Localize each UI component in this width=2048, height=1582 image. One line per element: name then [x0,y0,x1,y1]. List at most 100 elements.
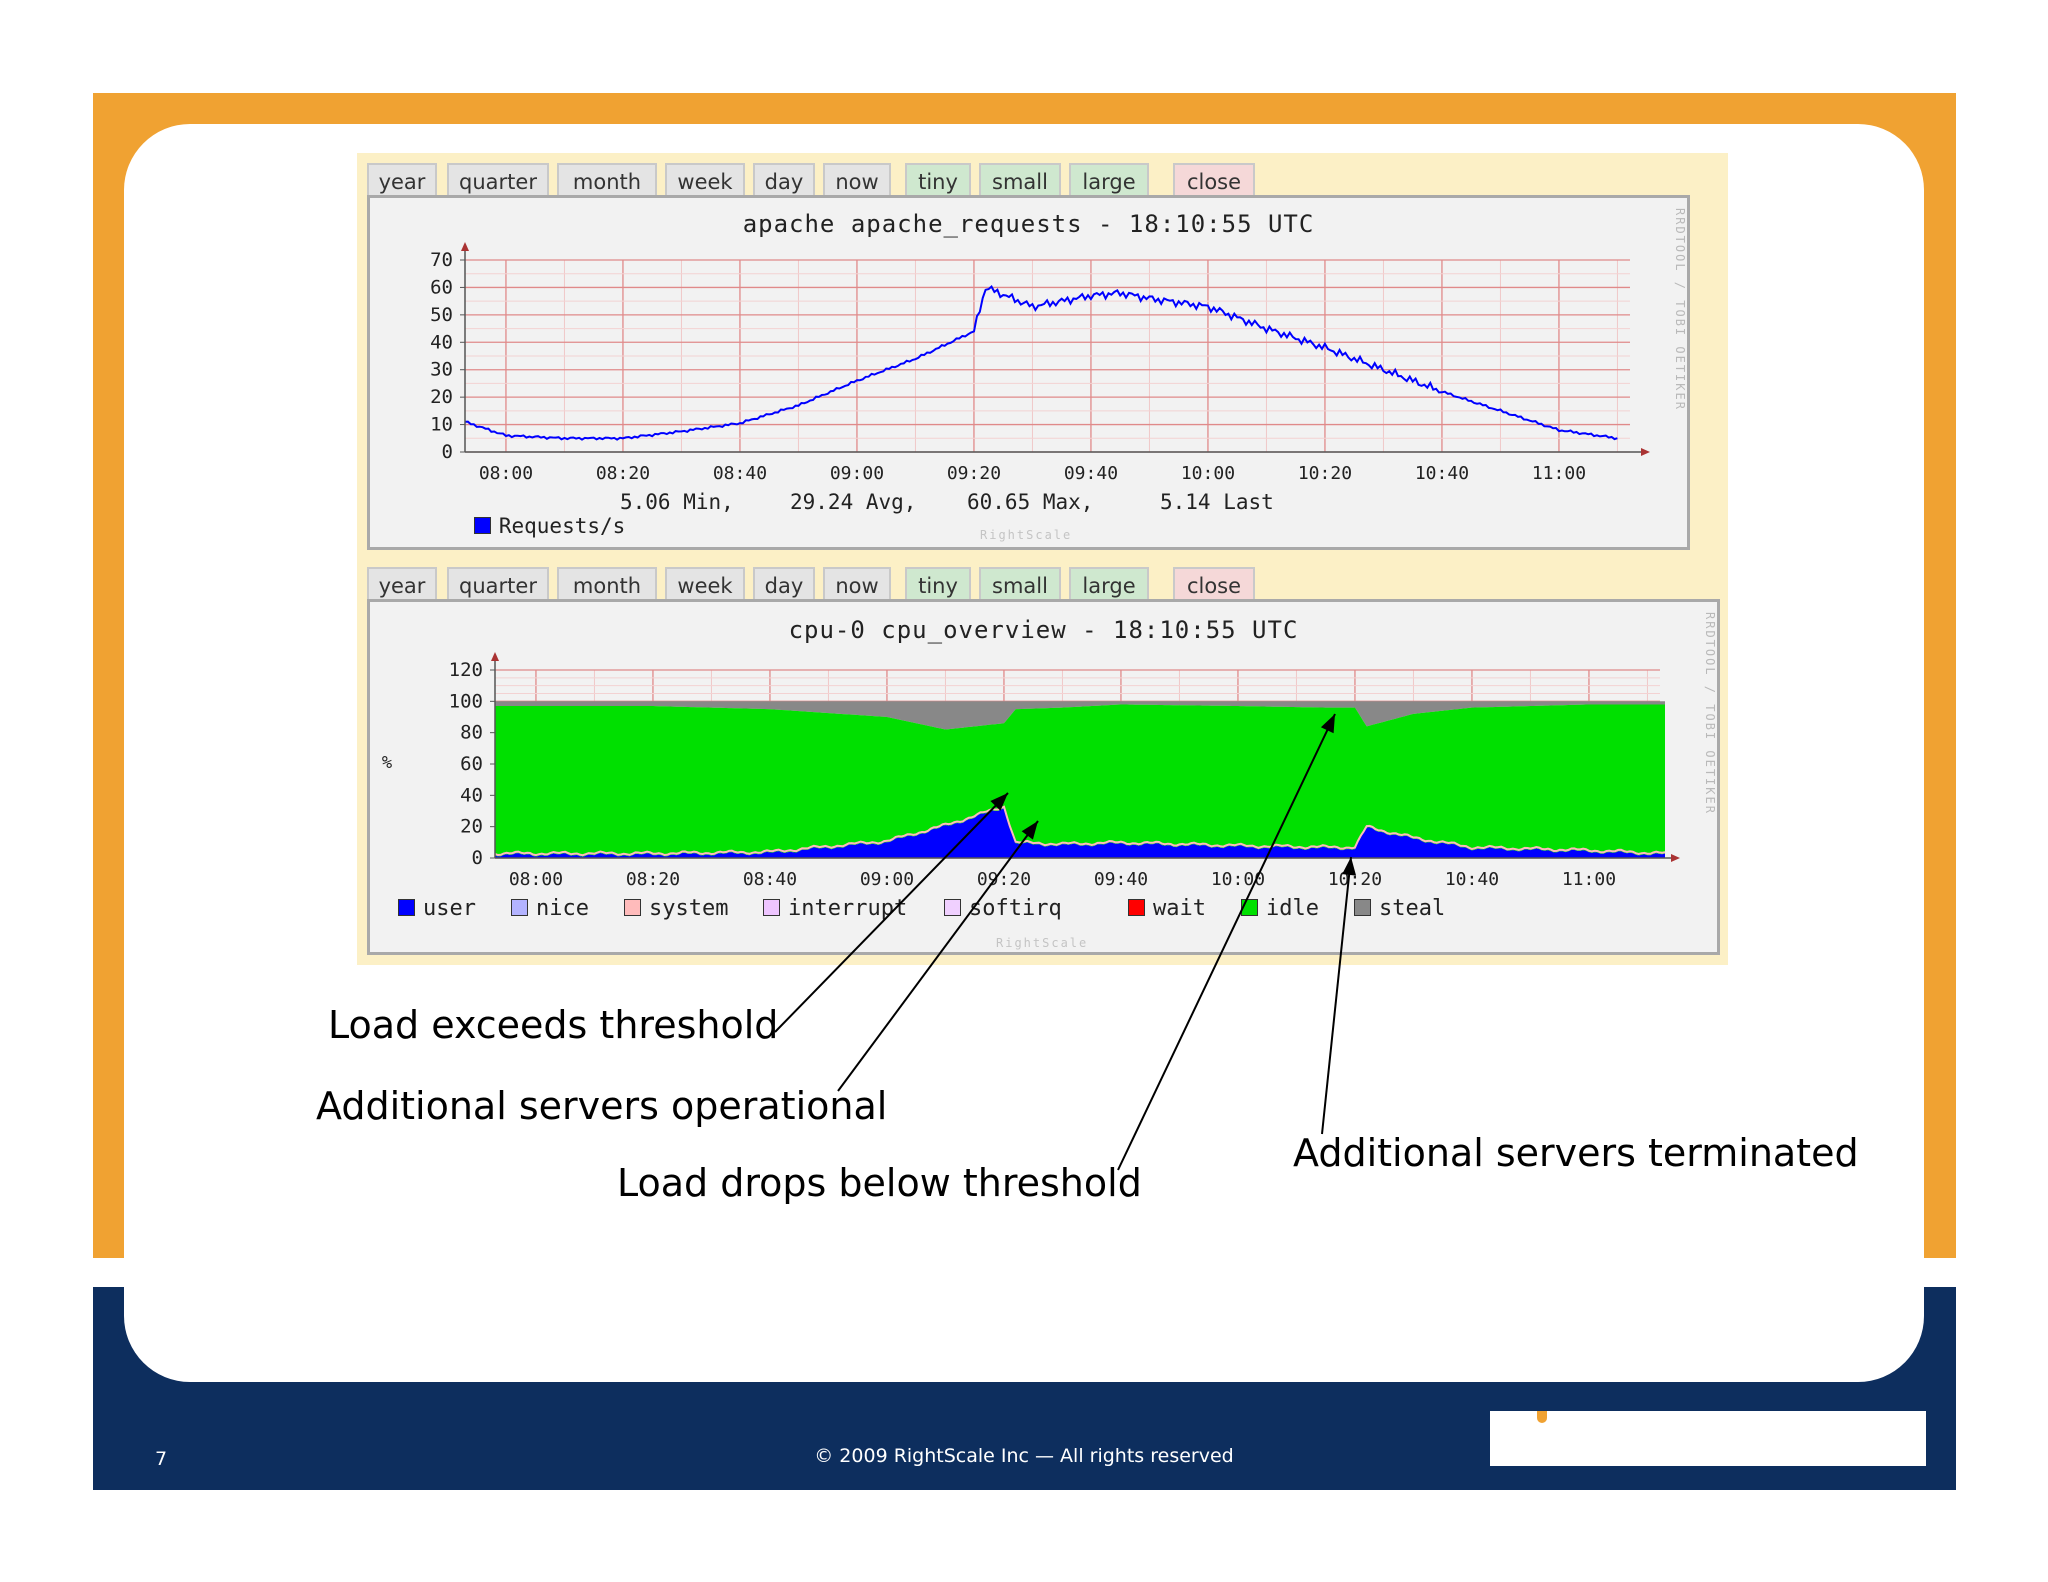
graph-watermark: RRDTOOL / TOBI OETIKER [1703,612,1717,815]
x-axis-arrow [1671,854,1680,862]
x-tick-label: 10:20 [1328,869,1382,890]
arrow-load-exceeds [774,792,1009,1033]
legend-label: nice [536,896,589,921]
y-tick-label: 40 [460,784,483,806]
tab-year[interactable]: year [367,567,437,601]
x-tick-label: 08:20 [596,463,650,484]
stat-min: 5.06 Min, [620,490,734,514]
legend-item-softirq: softirq [944,896,1062,921]
y-tick-label: 60 [460,753,483,775]
x-tick-label: 10:00 [1181,463,1235,484]
x-tick-label: 08:00 [479,463,533,484]
y-tick-label: 70 [430,249,453,271]
legend-label: Requests/s [498,514,626,538]
legend-swatch [1128,899,1145,916]
legend-label: softirq [969,896,1062,921]
arrow-load-drops [1117,713,1336,1171]
graph-footer: RightScale [980,528,1073,542]
x-tick-label: 09:40 [1094,869,1148,890]
y-axis-arrow [491,652,499,661]
legend-swatch [511,899,528,916]
tab-now[interactable]: now [823,567,891,601]
tab-close[interactable]: close [1173,163,1255,197]
legend-swatch [473,517,491,534]
tab-month[interactable]: month [557,163,657,197]
graph-title: apache apache_requests - 18:10:55 UTC [742,210,1315,238]
legend-item-system: system [624,896,728,921]
tab-week[interactable]: week [665,163,745,197]
tab-large[interactable]: large [1069,163,1149,197]
tab-month[interactable]: month [557,567,657,601]
tab-small[interactable]: small [979,567,1061,601]
y-tick-label: 20 [430,386,453,408]
annotation-load-exceeds: Load exceeds threshold [328,1003,779,1047]
legend-swatch [763,899,780,916]
area-system [494,805,1666,857]
tab-large[interactable]: large [1069,567,1149,601]
y-tick-label: 30 [430,359,453,381]
legend-swatch [398,899,415,916]
legend-swatch [1354,899,1371,916]
apache-graph-box: apache apache_requests - 18:10:55 UTC RR… [367,195,1690,550]
tab-close[interactable]: close [1173,567,1255,601]
x-tick-label: 10:00 [1211,869,1265,890]
tab-quarter[interactable]: quarter [447,567,549,601]
legend-item-wait: wait [1128,896,1206,921]
x-tick-label: 10:40 [1445,869,1499,890]
graph-watermark: RRDTOOL / TOBI OETIKER [1673,208,1687,411]
tab-year[interactable]: year [367,163,437,197]
logo-area [1490,1411,1926,1466]
legend-label: steal [1379,896,1446,921]
tab-tiny[interactable]: tiny [905,567,971,601]
x-tick-label: 09:00 [860,869,914,890]
graph-footer: RightScale [996,936,1089,950]
y-tick-label: 60 [430,276,453,298]
x-axis-arrow [1641,448,1650,456]
area-steal [495,701,1665,730]
legend-item-idle: idle [1241,896,1319,921]
x-tick-label: 09:00 [830,463,884,484]
tab-day[interactable]: day [753,567,815,601]
legend-label: wait [1153,896,1206,921]
y-tick-label: 10 [430,414,453,436]
legend-label: user [423,896,476,921]
logo-mark [1537,1411,1547,1423]
arrow-servers-terminated-head [1342,857,1357,876]
arrow-load-exceeds-head [990,793,1008,811]
x-tick-label: 10:20 [1298,463,1352,484]
copyright-notice: © 2009 RightScale Inc — All rights reser… [814,1445,1234,1467]
legend-swatch [944,899,961,916]
tab-now[interactable]: now [823,163,891,197]
area-user [495,808,1665,858]
legend-item-user: user [398,896,476,921]
tab-tiny[interactable]: tiny [905,163,971,197]
x-tick-label: 10:40 [1415,463,1469,484]
tab-day[interactable]: day [753,163,815,197]
area-idle [495,704,1665,857]
series-line-requests [464,285,1618,441]
legend-item-nice: nice [511,896,589,921]
stat-avg: 29.24 Avg, [790,490,917,514]
x-tick-label: 09:20 [947,463,1001,484]
tab-small[interactable]: small [979,163,1061,197]
y-tick-label: 50 [430,304,453,326]
tab-quarter[interactable]: quarter [447,163,549,197]
stat-max: 60.65 Max, [967,490,1094,514]
annotation-servers-terminated: Additional servers terminated [1293,1131,1859,1175]
y-axis-arrow [461,242,469,251]
arrow-load-drops-head [1320,714,1335,734]
y-axis-label: % [382,753,392,773]
graph-legend: user nice system interrupt softirq wait idle st… [398,896,1445,926]
annotation-load-drops: Load drops below threshold [617,1161,1142,1205]
graph-legend: Requests/s [398,490,625,562]
y-tick-label: 40 [430,331,453,353]
legend-item-interrupt: interrupt [763,896,907,921]
stat-last: 5.14 Last [1160,490,1274,514]
y-tick-label: 100 [449,690,483,712]
x-tick-label: 11:00 [1562,869,1616,890]
tab-week[interactable]: week [665,567,745,601]
y-tick-label: 0 [442,441,453,463]
x-tick-label: 09:20 [977,869,1031,890]
legend-item-steal: steal [1354,896,1445,921]
x-tick-label: 08:40 [713,463,767,484]
